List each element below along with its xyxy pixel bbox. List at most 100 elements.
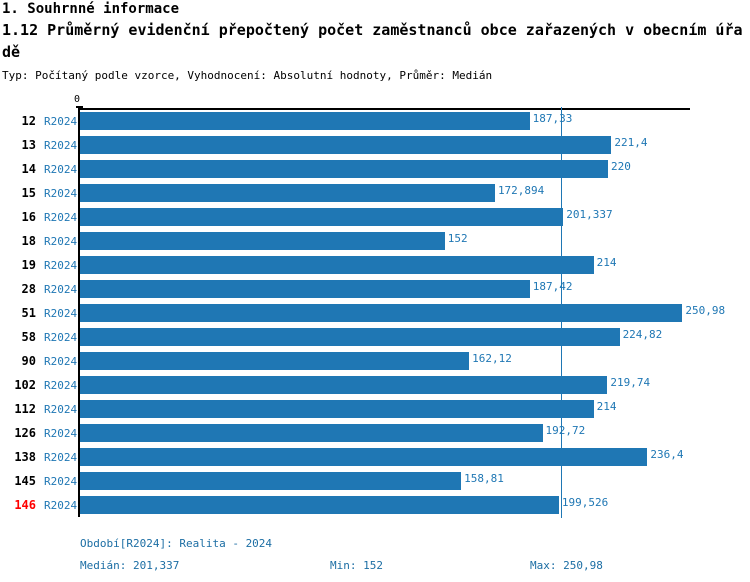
- stat-median: Medián: 201,337: [80, 559, 180, 572]
- bar-row[interactable]: 102 R2024 219,74: [0, 374, 750, 398]
- chart-header: 1. Souhrnné informace 1.12 Průměrný evid…: [0, 0, 750, 83]
- page-title: 1.12 Průměrný evidenční přepočtený počet…: [2, 21, 743, 61]
- bar-value-label: 172,894: [497, 184, 545, 197]
- bar-row-category-label: 90: [21, 354, 36, 368]
- bar-row-category-label: 146: [14, 498, 36, 512]
- bar-wrapper: [80, 400, 594, 418]
- bar-row-category-label: 19: [21, 258, 36, 272]
- bar[interactable]: [80, 184, 495, 202]
- bar-row-category-label: 15: [21, 186, 36, 200]
- bar-chart-plot: 0 12 R2024 187,33 13 R2024 221,4 14 R2024 220 15 R…: [0, 94, 750, 524]
- bar-row-category-label: 126: [14, 426, 36, 440]
- bar-row-period-label: R2024: [44, 427, 78, 440]
- bar-value-label: 201,337: [566, 208, 613, 221]
- bar-row[interactable]: 12 R2024 187,33: [0, 110, 750, 134]
- bar-row[interactable]: 15 R2024 172,894: [0, 182, 750, 206]
- stat-max: Max: 250,98: [530, 559, 603, 572]
- bar-wrapper: [80, 208, 564, 226]
- legend-entry: Období[R2024]: Realita - 2024: [80, 537, 273, 550]
- bar-value-label: 162,12: [472, 352, 512, 365]
- bar-row-period-label: R2024: [44, 499, 78, 512]
- bar-wrapper: [80, 424, 543, 442]
- bar-row[interactable]: 138 R2024 236,4: [0, 446, 750, 470]
- bar-row-category-label: 13: [21, 138, 36, 152]
- bar[interactable]: [80, 256, 594, 274]
- bar[interactable]: [80, 160, 608, 178]
- bar-value-label: 152: [447, 232, 468, 245]
- bar[interactable]: [80, 496, 559, 514]
- bar-row-period-label: R2024: [44, 115, 78, 128]
- bar-value-label: 187,42: [532, 280, 573, 293]
- bar-row-category-label: 18: [21, 234, 36, 248]
- bar[interactable]: [80, 424, 543, 442]
- bar-row[interactable]: 19 R2024 214: [0, 254, 750, 278]
- bar-row-period-label: R2024: [44, 283, 78, 296]
- bar[interactable]: [80, 448, 648, 466]
- bar-value-label: 214: [596, 256, 617, 269]
- axis-vertical-line: [78, 107, 80, 517]
- bar-row-period-label: R2024: [44, 379, 78, 392]
- bar-row-period-label: R2024: [44, 139, 78, 152]
- bar[interactable]: [80, 232, 445, 250]
- bar-row-period-label: R2024: [44, 235, 78, 248]
- bar-row-category-label: 14: [21, 162, 36, 176]
- bar-row-category-label: 145: [14, 474, 36, 488]
- bar-value-label: 219,74: [610, 376, 651, 389]
- bar-row[interactable]: 58 R2024 224,82: [0, 326, 750, 350]
- bar-value-label: 224,82: [622, 328, 663, 341]
- bar-row[interactable]: 145 R2024 158,81: [0, 470, 750, 494]
- bar-row-period-label: R2024: [44, 403, 78, 416]
- bar[interactable]: [80, 112, 530, 130]
- bar-wrapper: [80, 184, 495, 202]
- bar[interactable]: [80, 136, 612, 154]
- bar[interactable]: [80, 208, 564, 226]
- bar-row[interactable]: 14 R2024 220: [0, 158, 750, 182]
- axis-tick-label-zero: 0: [74, 94, 81, 105]
- bar-row-category-label: 28: [21, 282, 36, 296]
- bar-value-label: 187,33: [532, 112, 573, 125]
- bar-row-category-label: 58: [21, 330, 36, 344]
- stat-min: Min: 152: [330, 559, 383, 572]
- bar-value-label: 236,4: [650, 448, 684, 461]
- bar-row[interactable]: 18 R2024 152: [0, 230, 750, 254]
- bar[interactable]: [80, 472, 462, 490]
- bar-row-period-label: R2024: [44, 307, 78, 320]
- bar-wrapper: [80, 352, 470, 370]
- bar-value-label: 250,98: [685, 304, 726, 317]
- bar-value-label: 199,526: [561, 496, 609, 509]
- bar[interactable]: [80, 400, 594, 418]
- bar-wrapper: [80, 136, 612, 154]
- bar-wrapper: [80, 448, 648, 466]
- bar-value-label: 192,72: [545, 424, 586, 437]
- bar-wrapper: [80, 112, 530, 130]
- bar-wrapper: [80, 304, 683, 322]
- bar-row-period-label: R2024: [44, 331, 78, 344]
- bar-wrapper: [80, 472, 462, 490]
- bar-row-period-label: R2024: [44, 211, 78, 224]
- bar-row-category-label: 16: [21, 210, 36, 224]
- bar-row-category-label: 12: [21, 114, 36, 128]
- bar-wrapper: [80, 280, 530, 298]
- bar-row-period-label: R2024: [44, 475, 78, 488]
- bar-row-category-label: 102: [14, 378, 36, 392]
- bar-row[interactable]: 16 R2024 201,337: [0, 206, 750, 230]
- bar[interactable]: [80, 376, 608, 394]
- bar-row[interactable]: 13 R2024 221,4: [0, 134, 750, 158]
- bar-row[interactable]: 28 R2024 187,42: [0, 278, 750, 302]
- bar[interactable]: [80, 280, 530, 298]
- bar[interactable]: [80, 352, 470, 370]
- section-title: 1. Souhrnné informace: [2, 1, 180, 17]
- bar-row[interactable]: 90 R2024 162,12: [0, 350, 750, 374]
- bar-row[interactable]: 51 R2024 250,98: [0, 302, 750, 326]
- bar-row-period-label: R2024: [44, 451, 78, 464]
- bar[interactable]: [80, 304, 683, 322]
- bar-value-label: 221,4: [614, 136, 648, 149]
- axis-top-line: [78, 108, 690, 110]
- bar-row[interactable]: 146 R2024 199,526: [0, 494, 750, 518]
- bar[interactable]: [80, 328, 620, 346]
- bar-wrapper: [80, 496, 559, 514]
- bar-row[interactable]: 126 R2024 192,72: [0, 422, 750, 446]
- bar-row-category-label: 138: [14, 450, 36, 464]
- bar-row[interactable]: 112 R2024 214: [0, 398, 750, 422]
- bar-row-period-label: R2024: [44, 259, 78, 272]
